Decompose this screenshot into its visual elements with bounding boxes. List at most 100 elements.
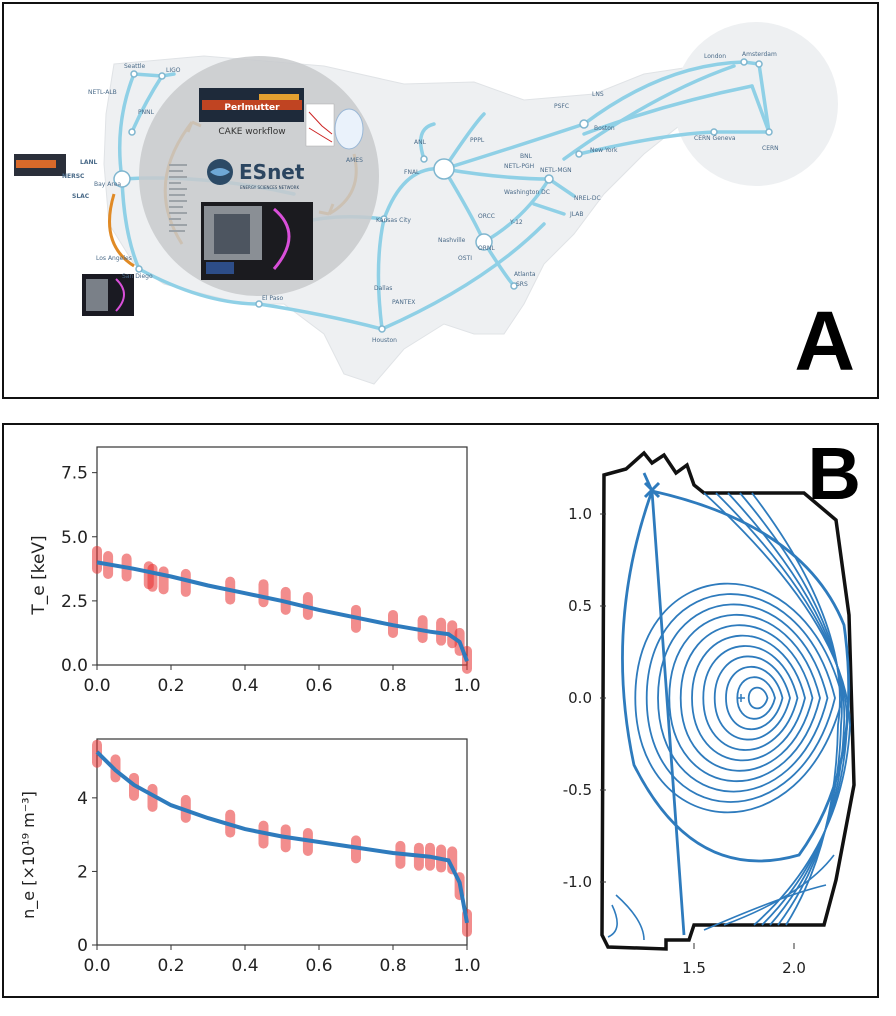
- data-point: [258, 579, 269, 608]
- y-tick-label: 0.0: [61, 656, 88, 676]
- svg-text:El Paso: El Paso: [262, 295, 284, 302]
- bubble-text-texture: [169, 164, 187, 232]
- svg-text:PSFC: PSFC: [554, 103, 569, 110]
- open-field-line: [727, 492, 846, 926]
- svg-text:OSTI: OSTI: [458, 255, 472, 262]
- ne-y-axis-label: n_e [×10¹⁹ m⁻³]: [19, 791, 39, 919]
- svg-text:New York: New York: [590, 147, 618, 154]
- esnet-label: ESnet: [239, 160, 305, 184]
- svg-text:Kansas City: Kansas City: [376, 217, 411, 224]
- flux-surface: [645, 593, 836, 803]
- x-tick-label: 1.0: [453, 956, 480, 976]
- ne-x-ticks: 0.0 0.2 0.4 0.6 0.8 1.0: [83, 945, 481, 976]
- x-tick-label: 0.2: [157, 956, 184, 976]
- svg-text:NETL-PGH: NETL-PGH: [504, 163, 534, 170]
- svg-text:NETL-MGN: NETL-MGN: [540, 167, 572, 174]
- te-y-axis-label: T_e [keV]: [29, 535, 49, 615]
- europe-inset: [674, 22, 838, 186]
- flux-surface: [691, 634, 806, 762]
- site-nodes: [113, 58, 773, 333]
- te-data-points: [92, 545, 472, 674]
- y-tick-label: 5.0: [61, 528, 88, 548]
- svg-text:PANTEX: PANTEX: [392, 299, 415, 306]
- ne-y-ticks: 0 2 4: [77, 789, 97, 956]
- perlmutter-label: Perlmutter: [224, 103, 280, 113]
- open-field-line: [751, 492, 841, 926]
- svg-text:SRS: SRS: [516, 281, 528, 288]
- ne-data-points: [92, 739, 472, 937]
- svg-text:AMES: AMES: [346, 157, 363, 164]
- te-plot-frame: [96, 446, 468, 666]
- svg-text:LNS: LNS: [592, 91, 604, 98]
- svg-text:Boston: Boston: [594, 125, 615, 132]
- svg-text:Seattle: Seattle: [124, 63, 146, 70]
- eq-y-tick-label: 0.0: [568, 689, 592, 707]
- te-fit-line: [96, 560, 469, 662]
- svg-text:BNL: BNL: [520, 153, 533, 160]
- svg-text:Y-12: Y-12: [509, 219, 523, 226]
- x-tick-label: 0.8: [379, 676, 406, 696]
- data-point: [92, 545, 102, 574]
- flux-surface: [736, 676, 776, 720]
- y-tick-label: 2: [77, 862, 88, 882]
- x-tick-label: 1.0: [453, 676, 480, 696]
- svg-text:JLAB: JLAB: [569, 211, 583, 218]
- flux-surface: [668, 613, 821, 783]
- flux-surface: [725, 665, 784, 731]
- y-tick-label: 7.5: [61, 464, 88, 484]
- x-tick-label: 0.4: [231, 956, 258, 976]
- flux-surface: [713, 655, 791, 741]
- eq-x-tick-label: 2.0: [782, 959, 806, 977]
- open-field-line: [703, 492, 851, 926]
- x-point-marker: [643, 481, 661, 499]
- flux-surface: [657, 603, 829, 793]
- flux-surfaces: [634, 492, 851, 926]
- svg-text:Bay Area: Bay Area: [94, 181, 121, 188]
- svg-text:ORNL: ORNL: [478, 245, 495, 252]
- ne-fit-line: [95, 750, 469, 924]
- eq-y-tick-label: -1.0: [563, 873, 592, 891]
- esnet-network-map: Perlmutter CAKE workflow ESnet ENERGY SC…: [14, 22, 838, 385]
- eq-y-tick-label: 0.5: [568, 597, 592, 615]
- panel-a: Perlmutter CAKE workflow ESnet ENERGY SC…: [2, 2, 879, 399]
- svg-text:PNNL: PNNL: [138, 109, 155, 116]
- svg-text:Washington DC: Washington DC: [504, 189, 550, 196]
- workflow-plot-thumbnail: [305, 103, 335, 147]
- data-point: [180, 568, 191, 597]
- eq-y-ticks: 1.0 0.5 0.0 -0.5 -1.0: [563, 505, 606, 891]
- eq-x-ticks: 1.5 2.0: [682, 943, 806, 977]
- svg-text:FNAL: FNAL: [404, 169, 420, 176]
- svg-text:ORCC: ORCC: [478, 213, 495, 220]
- svg-text:Atlanta: Atlanta: [514, 271, 536, 278]
- panel-b-plots: 0.0 2.5 5.0 7.5 0.0 0.2 0.4 0.6 0.8 1.0 T_e [keV…: [19, 446, 856, 977]
- svg-text:Dallas: Dallas: [374, 285, 392, 292]
- svg-text:London: London: [704, 53, 726, 60]
- x-tick-label: 0.0: [83, 676, 110, 696]
- panel-letter-b: B: [807, 432, 861, 515]
- svg-text:SLAC: SLAC: [72, 193, 90, 200]
- x-tick-label: 0.6: [305, 676, 332, 696]
- svg-text:Amsterdam: Amsterdam: [742, 51, 777, 58]
- te-y-ticks: 0.0 2.5 5.0 7.5: [61, 464, 97, 676]
- svg-text:Los Angeles: Los Angeles: [96, 255, 132, 262]
- vessel-wall: [600, 450, 856, 951]
- x-tick-label: 0.6: [305, 956, 332, 976]
- workflow-label: CAKE workflow: [218, 127, 285, 137]
- x-tick-label: 0.0: [83, 956, 110, 976]
- svg-text:CERN: CERN: [762, 145, 779, 152]
- ne-plot-frame: [96, 738, 468, 946]
- data-point: [147, 563, 158, 592]
- svg-text:NETL-ALB: NETL-ALB: [88, 89, 117, 96]
- workflow-plasma-thumbnail: [334, 108, 364, 150]
- x-tick-label: 0.2: [157, 676, 184, 696]
- svg-text:PPPL: PPPL: [470, 137, 485, 144]
- eq-y-tick-label: 1.0: [568, 505, 592, 523]
- data-point: [147, 783, 158, 812]
- te-x-ticks: 0.0 0.2 0.4 0.6 0.8 1.0: [83, 665, 481, 696]
- svg-text:NREL-DC: NREL-DC: [574, 195, 601, 202]
- data-point: [447, 846, 458, 875]
- open-field-line: [739, 492, 843, 926]
- eq-x-tick-label: 1.5: [682, 959, 706, 977]
- panel-b: 0.0 2.5 5.0 7.5 0.0 0.2 0.4 0.6 0.8 1.0 T_e [keV…: [2, 423, 879, 998]
- flux-surface: [702, 645, 799, 751]
